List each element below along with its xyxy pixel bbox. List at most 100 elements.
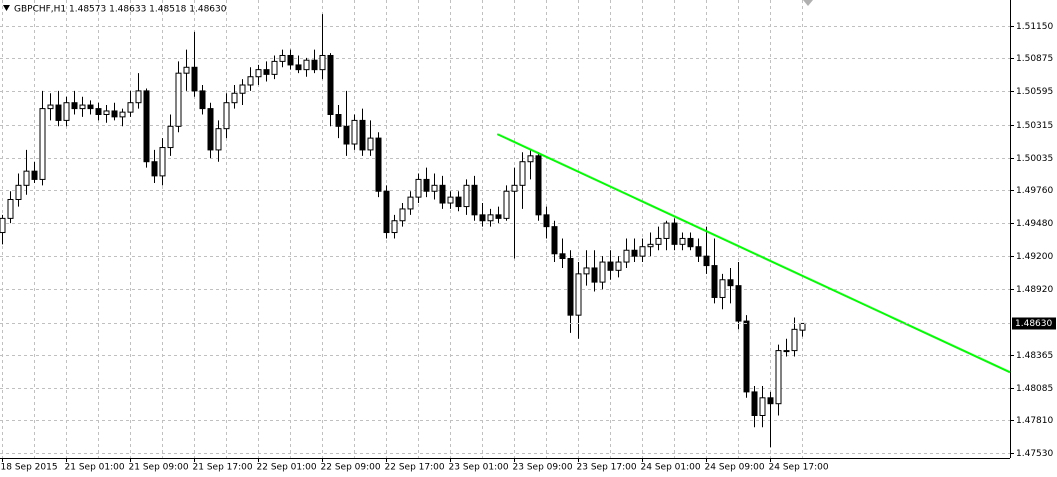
x-tick-label: 23 Sep 09:00: [513, 463, 573, 473]
candle-body: [143, 90, 150, 163]
candle-body: [239, 84, 246, 94]
x-tick-label: 22 Sep 01:00: [257, 463, 317, 473]
candle-body: [623, 249, 630, 263]
candle-body: [303, 59, 310, 71]
candle-body: [447, 196, 454, 204]
candle-body: [615, 261, 622, 271]
candle-body: [679, 237, 686, 245]
candle-body: [383, 190, 390, 234]
candle-body: [71, 102, 78, 110]
y-tick-label: 1.50315: [1016, 121, 1053, 131]
candle-body: [351, 119, 358, 145]
candle-body: [399, 208, 406, 222]
candle-body: [15, 184, 22, 200]
candle-body: [607, 261, 614, 271]
candle-body: [39, 108, 46, 180]
candle-body: [519, 161, 526, 186]
candle-body: [559, 253, 566, 260]
x-tick-label: 24 Sep 09:00: [705, 463, 765, 473]
candle-body: [199, 90, 206, 110]
candle-body: [247, 76, 254, 86]
candle-body: [567, 258, 574, 316]
current-price-box: [1012, 317, 1056, 330]
x-tick-label: 21 Sep 17:00: [193, 463, 253, 473]
candle-body: [551, 226, 558, 255]
candle-body: [471, 184, 478, 216]
candle-body: [87, 104, 94, 110]
grid: [0, 0, 1010, 458]
y-tick-label: 1.49200: [1016, 252, 1053, 262]
candle-body: [527, 155, 534, 163]
candle-body: [407, 196, 414, 210]
candle-body: [319, 54, 326, 71]
candle-body: [207, 108, 214, 151]
candle-body: [439, 184, 446, 204]
candle-body: [103, 110, 110, 116]
y-tick-label: 1.49760: [1016, 186, 1053, 196]
candle-body: [0, 217, 6, 234]
candle-body: [7, 198, 14, 219]
x-tick-label: 22 Sep 09:00: [321, 463, 381, 473]
candle-body: [367, 137, 374, 151]
candle-body: [159, 147, 166, 177]
x-tick-label: 21 Sep 01:00: [65, 463, 125, 473]
candle-body: [327, 54, 334, 115]
candle-body: [655, 237, 662, 245]
shift-marker: [803, 0, 813, 6]
candle-body: [415, 178, 422, 198]
candle-body: [503, 190, 510, 219]
candle-body: [231, 92, 238, 104]
candle-body: [583, 267, 590, 275]
candle-body: [791, 328, 798, 352]
candles: [0, 14, 806, 448]
candle-body: [95, 108, 102, 116]
candle-body: [775, 350, 782, 405]
candle-body: [311, 59, 318, 71]
title-arrow: [3, 5, 10, 11]
x-tick-label: 24 Sep 01:00: [641, 463, 701, 473]
candle-body: [511, 184, 518, 192]
candle-body: [463, 184, 470, 208]
y-tick-label: 1.50035: [1016, 154, 1053, 164]
candle-body: [255, 69, 262, 78]
candle-body: [591, 267, 598, 283]
x-tick-label: 22 Sep 17:00: [385, 463, 445, 473]
candle-body: [167, 125, 174, 149]
candle-body: [183, 66, 190, 74]
candle-body: [191, 66, 198, 92]
candle-body: [23, 170, 30, 186]
y-tick-label: 1.48920: [1016, 285, 1053, 295]
candle-body: [391, 220, 398, 234]
candle-body: [783, 350, 790, 353]
y-tick-label: 1.47810: [1016, 416, 1053, 426]
candle-body: [639, 246, 646, 257]
candle-body: [479, 214, 486, 222]
candle-body: [671, 222, 678, 245]
candle-body: [647, 243, 654, 248]
candle-body: [263, 69, 270, 75]
y-tick-label: 1.47530: [1016, 449, 1053, 459]
candle-body: [543, 214, 550, 228]
candle-body: [767, 397, 774, 405]
candle-body: [695, 246, 702, 257]
candle-body: [663, 222, 670, 239]
candle-body: [687, 237, 694, 248]
x-tick-label: 21 Sep 09:00: [129, 463, 189, 473]
candle-body: [631, 249, 638, 257]
x-tick-label: 18 Sep 2015: [1, 463, 58, 473]
candle-body: [711, 265, 718, 298]
candle-body: [495, 214, 502, 219]
candle-body: [295, 64, 302, 71]
x-tick-label: 24 Sep 17:00: [769, 463, 829, 473]
y-tick-label: 1.48085: [1016, 384, 1053, 394]
candle-body: [743, 320, 750, 393]
x-tick-label: 23 Sep 17:00: [577, 463, 637, 473]
chart-title: GBPCHF,H1 1.48573 1.48633 1.48518 1.4863…: [14, 5, 227, 15]
candle-body: [335, 114, 342, 127]
candle-body: [119, 111, 126, 118]
trend-line: [496, 133, 1011, 374]
y-tick-label: 1.49480: [1016, 219, 1053, 229]
y-tick-label: 1.48365: [1016, 351, 1053, 361]
candle-body: [127, 102, 134, 113]
